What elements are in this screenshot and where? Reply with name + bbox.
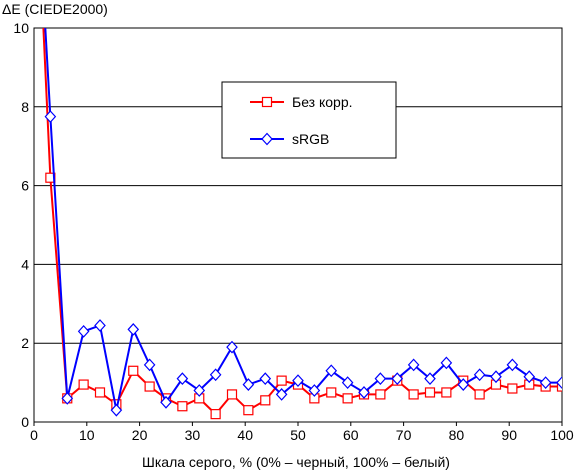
data-point bbox=[539, 376, 552, 389]
legend-marker bbox=[261, 132, 273, 146]
data-point bbox=[292, 374, 304, 388]
data-point bbox=[407, 358, 420, 372]
data-point bbox=[375, 389, 386, 400]
data-point bbox=[259, 372, 272, 386]
data-point bbox=[358, 386, 370, 399]
data-point bbox=[506, 358, 519, 372]
x-tick-label: 0 bbox=[30, 427, 38, 443]
x-tick-label: 40 bbox=[237, 427, 253, 443]
x-tick-label: 20 bbox=[132, 427, 148, 443]
data-point bbox=[94, 387, 106, 398]
legend: Без корр. sRGB bbox=[221, 81, 397, 159]
data-point bbox=[507, 383, 518, 394]
series-group bbox=[42, 28, 562, 420]
data-point bbox=[61, 391, 74, 405]
data-point bbox=[78, 379, 89, 390]
x-tick-label: 80 bbox=[449, 427, 465, 443]
legend-label: sRGB bbox=[292, 131, 329, 147]
data-point bbox=[193, 384, 206, 397]
data-point bbox=[441, 387, 452, 398]
x-axis-title: Шкала серого, % (0% – черный, 100% – бел… bbox=[142, 454, 450, 470]
data-point bbox=[474, 389, 485, 400]
data-point bbox=[374, 372, 387, 386]
data-point bbox=[242, 378, 255, 391]
data-point bbox=[424, 372, 436, 386]
data-point bbox=[160, 395, 172, 409]
data-point bbox=[210, 409, 221, 420]
y-tick-label: 8 bbox=[21, 99, 29, 115]
data-point bbox=[391, 372, 404, 386]
data-point bbox=[341, 376, 354, 389]
y-tick-label: 10 bbox=[13, 20, 29, 36]
x-tick-label: 100 bbox=[550, 427, 574, 443]
legend-box bbox=[221, 81, 397, 159]
data-point bbox=[226, 389, 238, 400]
series-2 bbox=[44, 28, 562, 417]
data-point bbox=[243, 405, 254, 416]
data-point bbox=[342, 393, 353, 404]
data-point bbox=[127, 323, 140, 336]
data-point bbox=[110, 403, 123, 417]
data-point bbox=[408, 389, 419, 400]
data-point bbox=[128, 365, 139, 376]
data-point bbox=[260, 395, 271, 406]
data-point bbox=[226, 340, 238, 354]
data-point bbox=[209, 368, 222, 382]
data-point bbox=[473, 368, 486, 382]
y-tick-label: 6 bbox=[21, 178, 29, 194]
data-point bbox=[326, 387, 337, 398]
data-point bbox=[275, 388, 288, 401]
data-point bbox=[177, 401, 188, 412]
x-tick-label: 90 bbox=[501, 427, 517, 443]
x-tick-label: 10 bbox=[79, 427, 95, 443]
x-ticks: 0 10 20 30 40 50 60 70 80 90 100 bbox=[30, 422, 574, 443]
y-ticks: 0 2 4 6 8 10 bbox=[13, 20, 29, 430]
y-tick-label: 0 bbox=[21, 414, 29, 430]
legend-label: Без корр. bbox=[292, 94, 353, 110]
data-point bbox=[556, 376, 562, 389]
y-axis-title: ΔE (CIEDE2000) bbox=[2, 1, 108, 17]
data-point bbox=[176, 372, 189, 386]
data-point bbox=[144, 381, 155, 392]
y-tick-label: 4 bbox=[21, 256, 29, 272]
data-point bbox=[440, 356, 453, 370]
data-point bbox=[424, 387, 436, 398]
data-point bbox=[556, 381, 562, 392]
data-point bbox=[308, 384, 321, 397]
data-point bbox=[94, 319, 106, 332]
data-point bbox=[325, 364, 338, 378]
data-point bbox=[490, 370, 502, 384]
data-point bbox=[523, 370, 536, 384]
data-point bbox=[143, 358, 156, 372]
x-tick-label: 60 bbox=[343, 427, 359, 443]
legend-marker bbox=[261, 96, 273, 108]
data-point bbox=[276, 375, 287, 386]
x-tick-label: 70 bbox=[396, 427, 412, 443]
data-point bbox=[77, 324, 90, 338]
x-tick-label: 50 bbox=[290, 427, 306, 443]
data-point bbox=[457, 378, 470, 391]
y-tick-label: 2 bbox=[21, 335, 29, 351]
data-point bbox=[44, 110, 57, 124]
x-tick-label: 30 bbox=[185, 427, 201, 443]
